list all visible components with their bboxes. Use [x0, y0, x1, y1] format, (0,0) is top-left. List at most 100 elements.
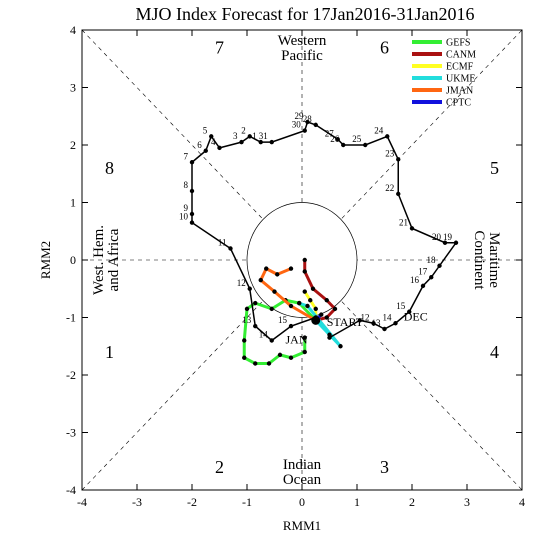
observed-point — [189, 220, 195, 225]
phase-number: 2 — [215, 457, 224, 477]
track-annotation: DEC — [404, 309, 428, 323]
phase-number: 8 — [105, 158, 114, 178]
day-label: 30 — [292, 120, 302, 130]
observed-point — [269, 139, 274, 145]
series-point — [324, 315, 329, 320]
series-point — [288, 355, 294, 360]
x-tick-label: 0 — [299, 495, 305, 509]
observed-point — [409, 226, 415, 231]
legend-label: ECMF — [446, 62, 474, 73]
y-tick-label: -4 — [66, 483, 76, 497]
legend-label: CANM — [446, 50, 476, 61]
day-label: 26 — [330, 134, 340, 144]
day-label: 15 — [278, 315, 288, 325]
observed-point — [357, 318, 362, 323]
observed-point — [228, 246, 233, 251]
day-label: 29 — [295, 111, 305, 121]
observed-point — [407, 309, 412, 314]
region-western-pacific-line: Western — [278, 33, 327, 49]
chart-title: MJO Index Forecast for 17Jan2016-31Jan20… — [136, 4, 475, 24]
day-label: 27 — [325, 128, 335, 138]
observed-point — [247, 134, 252, 139]
series-point — [288, 303, 294, 309]
y-tick-label: -3 — [66, 426, 76, 440]
region-indian-ocean-line: Ocean — [283, 472, 322, 488]
day-label: 4 — [211, 137, 216, 147]
observed-point — [305, 119, 310, 125]
series-point — [302, 349, 307, 355]
phase-number: 6 — [380, 37, 389, 57]
series-point — [297, 300, 302, 306]
observed-point — [247, 286, 252, 291]
series-point — [319, 312, 324, 317]
x-tick-label: -3 — [132, 495, 142, 509]
legend-label: UKME — [446, 74, 475, 85]
day-label: 5 — [203, 125, 208, 135]
observed-track: 1213141516171819202122232425262728293031… — [179, 111, 459, 346]
region-maritime-continent-line: Maritime — [486, 232, 502, 288]
series-point — [272, 289, 277, 294]
series-point — [253, 300, 258, 306]
region-west-hem: West. Hem. and Africa — [91, 225, 122, 295]
series-point — [242, 355, 247, 360]
y-tick-label: 3 — [70, 81, 76, 95]
series-point — [258, 277, 263, 283]
observed-point — [385, 134, 390, 139]
observed-point — [429, 275, 434, 280]
day-label: 18 — [427, 255, 437, 265]
series-point — [305, 303, 310, 309]
phase-number: 1 — [105, 342, 114, 362]
day-label: 22 — [385, 183, 394, 193]
observed-point — [189, 160, 195, 165]
x-tick-label: -4 — [77, 495, 87, 509]
unit-circle — [246, 202, 358, 318]
series-point — [275, 272, 280, 277]
series-point — [310, 286, 316, 291]
series-point — [302, 289, 307, 294]
guide-antidiagonal — [81, 29, 523, 491]
start-marker — [311, 315, 321, 325]
observed-point — [420, 283, 426, 289]
day-label: 20 — [432, 232, 442, 242]
day-label: 1 — [252, 131, 257, 141]
y-axis-label: RMM2 — [38, 241, 53, 279]
legend-label: JMAN — [446, 86, 473, 97]
day-label: 16 — [410, 275, 420, 285]
series-point — [313, 306, 318, 312]
series-point — [277, 352, 283, 358]
observed-point — [239, 139, 244, 145]
day-label: 28 — [303, 114, 313, 124]
series-point — [269, 306, 274, 312]
day-label: 24 — [374, 125, 384, 135]
x-tick-label: 3 — [464, 495, 470, 509]
day-label: 10 — [179, 212, 189, 222]
day-label: 12 — [361, 312, 370, 322]
x-axis-label: RMM1 — [283, 518, 321, 533]
day-label: 19 — [443, 232, 453, 242]
observed-point — [313, 122, 318, 128]
day-label: 2 — [241, 125, 246, 135]
day-label: 21 — [399, 217, 408, 227]
phase-guides — [81, 29, 523, 491]
series-point — [288, 266, 294, 271]
observed-point — [189, 188, 195, 194]
y-tick-label: -2 — [66, 368, 76, 382]
track-annotation: JAN — [286, 332, 308, 346]
series-point — [302, 269, 307, 274]
observed-point — [209, 134, 214, 139]
y-tick-label: 0 — [70, 253, 76, 267]
observed-point — [341, 142, 346, 148]
series-point — [338, 344, 343, 349]
observed-point — [396, 191, 401, 197]
day-label: 3 — [233, 131, 238, 141]
region-west-hem-line: West. Hem. — [91, 225, 107, 295]
series-point — [302, 257, 307, 263]
x-tick-label: -1 — [242, 495, 252, 509]
observed-point — [371, 321, 376, 326]
observed-point — [453, 240, 459, 245]
track-annotation: START — [327, 315, 364, 329]
observed-point — [217, 145, 222, 151]
